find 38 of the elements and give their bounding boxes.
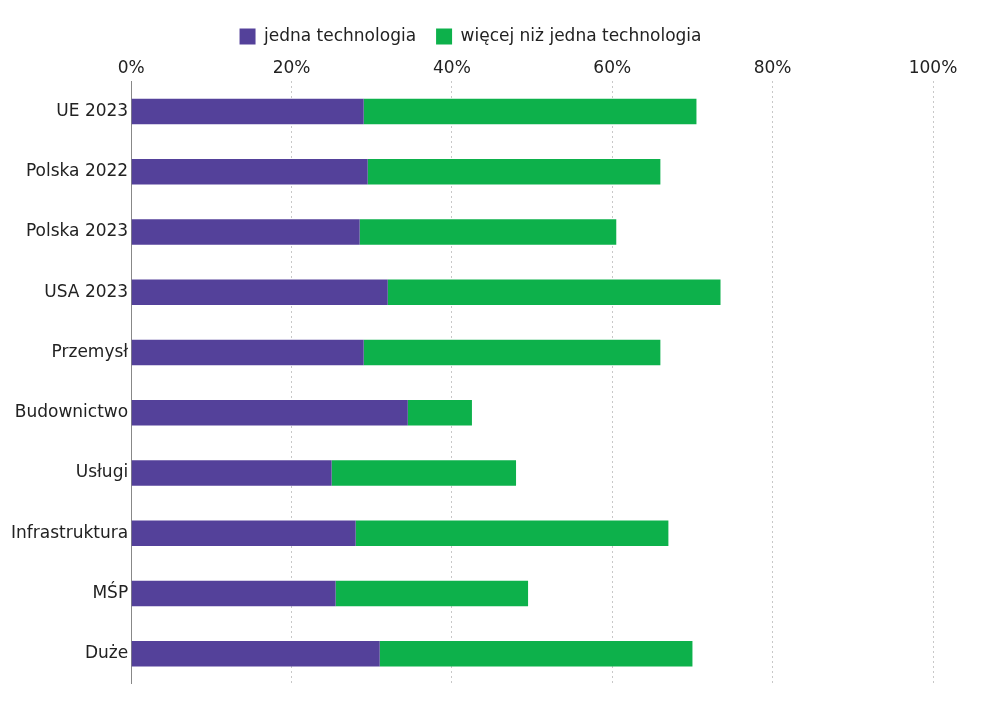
bar <box>131 339 364 366</box>
bar <box>359 219 617 245</box>
y-tick-label: USA 2023 <box>44 280 129 301</box>
y-tick-label: Przemysł <box>51 340 129 361</box>
x-tick-label: 80% <box>753 56 792 77</box>
bar <box>407 399 472 426</box>
bar <box>363 98 697 125</box>
bar <box>379 640 693 667</box>
y-tick-label: UE 2023 <box>56 99 129 120</box>
bar <box>131 520 356 546</box>
y-tick-label: Polska 2022 <box>25 160 129 181</box>
bar <box>355 520 669 546</box>
x-tick-label: 100% <box>908 56 958 77</box>
bar <box>331 460 517 486</box>
y-tick-label: Infrastruktura <box>10 521 129 542</box>
bar <box>131 279 388 306</box>
legend-label: jedna technologia <box>263 24 417 45</box>
y-tick-label: Polska 2023 <box>25 220 129 241</box>
bar <box>131 580 336 607</box>
y-tick-label: MŚP <box>92 580 129 602</box>
bar <box>131 98 364 125</box>
y-tick-label: Usługi <box>75 461 129 482</box>
x-tick-label: 20% <box>272 56 311 77</box>
bar <box>131 219 360 245</box>
x-tick-label: 60% <box>593 56 632 77</box>
bar <box>335 580 529 607</box>
bar <box>131 460 332 486</box>
x-tick-label: 40% <box>433 56 471 77</box>
bar <box>131 640 380 667</box>
y-tick-label: Budownictwo <box>14 401 129 422</box>
bar <box>131 399 408 426</box>
bar <box>387 279 721 306</box>
bar <box>363 339 661 366</box>
bar <box>367 158 661 185</box>
x-tick-label: 0% <box>117 56 145 77</box>
legend-label: więcej niż jedna technologia <box>460 24 702 45</box>
bar <box>131 158 368 185</box>
y-tick-label: Duże <box>84 642 129 663</box>
